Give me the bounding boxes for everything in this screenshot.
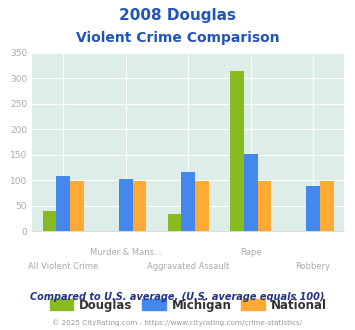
Text: Murder & Mans...: Murder & Mans...: [90, 248, 162, 257]
Text: Aggravated Assault: Aggravated Assault: [147, 262, 229, 271]
Bar: [306, 186, 320, 231]
Text: 2008 Douglas: 2008 Douglas: [119, 8, 236, 23]
Bar: [56, 176, 70, 231]
Text: Robbery: Robbery: [296, 262, 331, 271]
Text: Rape: Rape: [240, 248, 261, 257]
Text: Compared to U.S. average. (U.S. average equals 100): Compared to U.S. average. (U.S. average …: [30, 292, 325, 302]
Bar: [320, 181, 334, 231]
Bar: [195, 181, 209, 231]
Bar: [244, 153, 257, 231]
Bar: [168, 214, 181, 231]
Bar: [230, 71, 244, 231]
Text: © 2025 CityRating.com - https://www.cityrating.com/crime-statistics/: © 2025 CityRating.com - https://www.city…: [53, 319, 302, 326]
Text: Violent Crime Comparison: Violent Crime Comparison: [76, 31, 279, 45]
Bar: [257, 181, 271, 231]
Bar: [43, 211, 56, 231]
Bar: [132, 181, 146, 231]
Legend: Douglas, Michigan, National: Douglas, Michigan, National: [45, 294, 331, 316]
Bar: [70, 181, 84, 231]
Bar: [181, 172, 195, 231]
Text: All Violent Crime: All Violent Crime: [28, 262, 98, 271]
Bar: [119, 179, 132, 231]
